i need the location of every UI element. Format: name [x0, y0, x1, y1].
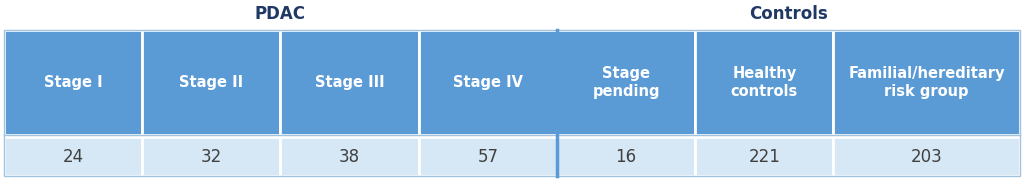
Text: PDAC: PDAC — [255, 5, 306, 23]
Text: Healthy
controls: Healthy controls — [731, 66, 798, 99]
Text: 221: 221 — [749, 148, 780, 165]
Text: 38: 38 — [339, 148, 360, 165]
Bar — [4, 137, 142, 176]
Bar — [281, 137, 419, 176]
Bar — [281, 30, 419, 135]
Text: Stage II: Stage II — [179, 75, 244, 90]
Bar — [557, 137, 695, 176]
Bar — [4, 30, 142, 135]
Bar — [419, 137, 557, 176]
Text: Stage III: Stage III — [314, 75, 384, 90]
Bar — [142, 137, 281, 176]
Text: 32: 32 — [201, 148, 222, 165]
Text: Stage IV: Stage IV — [453, 75, 523, 90]
Text: 57: 57 — [477, 148, 499, 165]
Text: Controls: Controls — [750, 5, 827, 23]
Bar — [4, 30, 1020, 176]
Bar — [695, 137, 834, 176]
Text: Stage
pending: Stage pending — [592, 66, 659, 99]
Bar — [834, 137, 1020, 176]
Bar — [419, 30, 557, 135]
Text: 16: 16 — [615, 148, 637, 165]
Text: Stage I: Stage I — [44, 75, 102, 90]
Text: 24: 24 — [62, 148, 84, 165]
Bar — [834, 30, 1020, 135]
Bar — [557, 30, 695, 135]
Text: Familial/hereditary
risk group: Familial/hereditary risk group — [849, 66, 1005, 99]
Bar — [142, 30, 281, 135]
Text: 203: 203 — [910, 148, 942, 165]
Bar — [695, 30, 834, 135]
